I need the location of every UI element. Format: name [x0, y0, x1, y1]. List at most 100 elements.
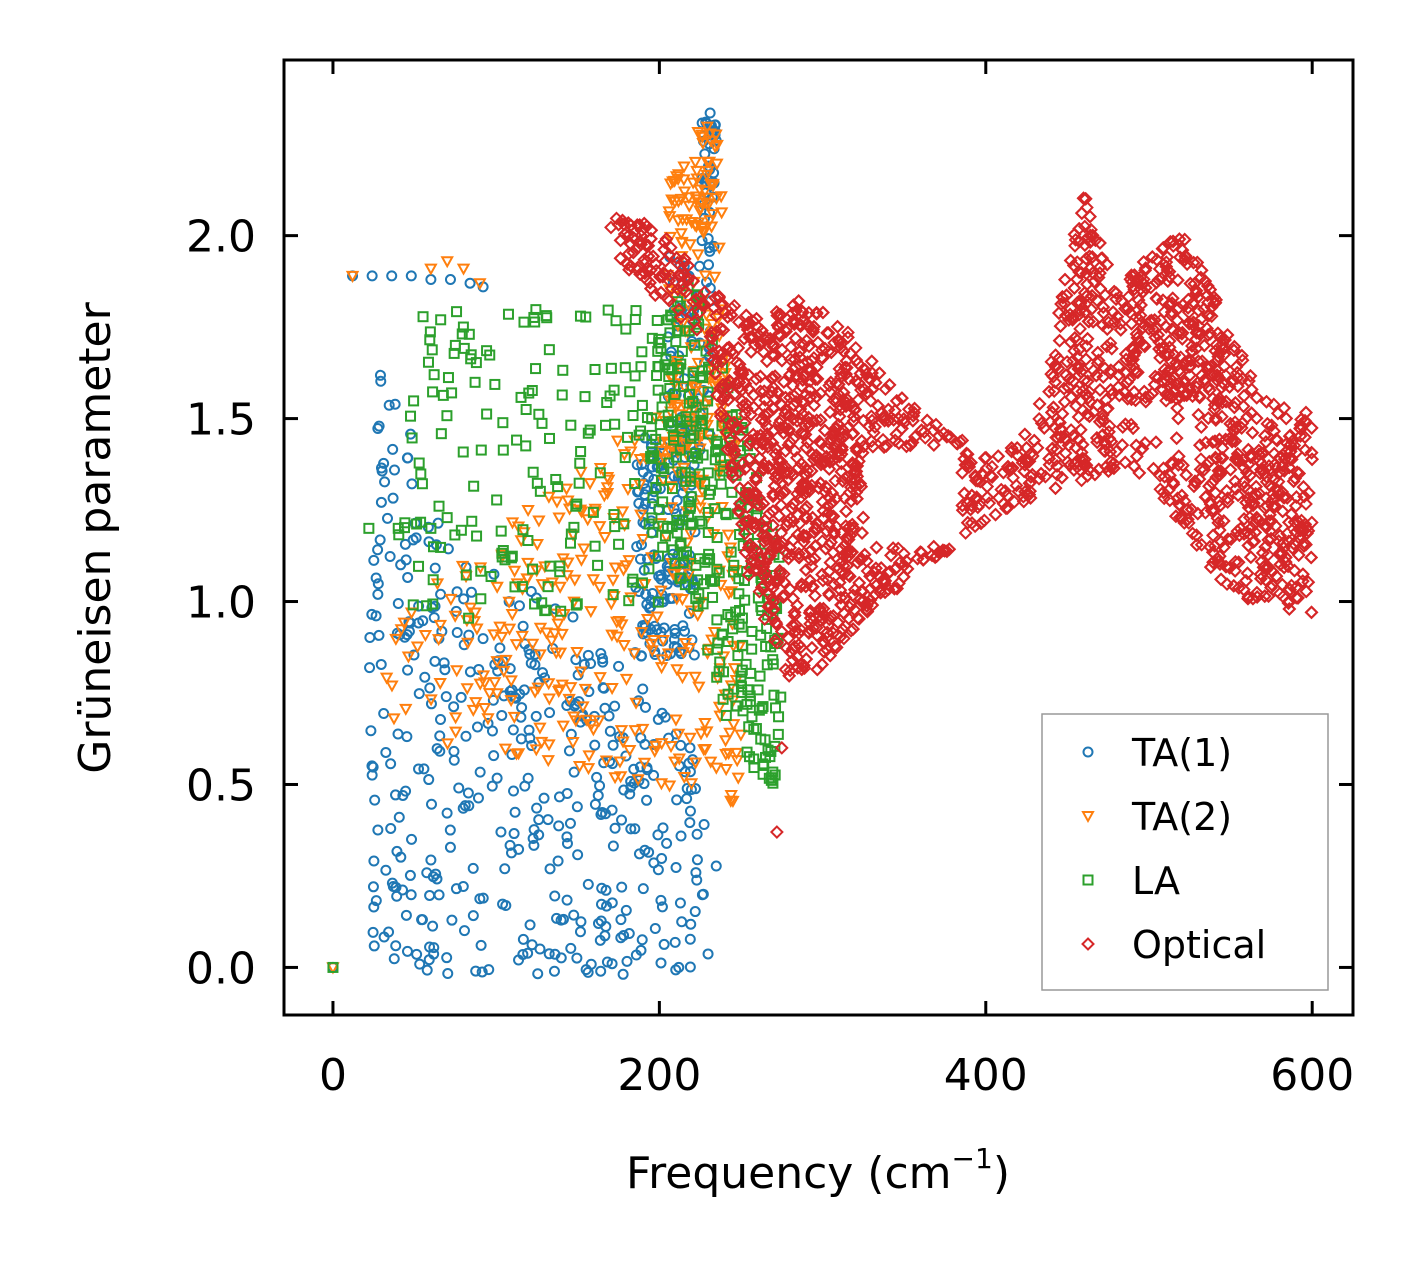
- data-point: [724, 301, 739, 316]
- data-point: [595, 898, 607, 910]
- data-point: [1206, 555, 1221, 570]
- data-point: [1210, 511, 1225, 526]
- data-point: [1005, 460, 1020, 475]
- data-point: [373, 629, 385, 641]
- data-point: [424, 889, 436, 901]
- data-point: [1152, 335, 1167, 349]
- data-point: [511, 521, 526, 534]
- data-point: [690, 447, 702, 459]
- data-point: [998, 483, 1013, 498]
- data-point: [742, 684, 754, 696]
- data-point: [418, 763, 430, 775]
- data-point: [720, 442, 735, 457]
- data-point: [1208, 450, 1223, 465]
- data-point: [684, 742, 696, 754]
- data-point: [391, 890, 403, 902]
- data-point: [662, 565, 674, 577]
- data-point: [757, 332, 772, 346]
- data-point: [690, 322, 704, 337]
- data-point: [655, 573, 667, 585]
- data-point: [955, 498, 970, 513]
- data-point: [1151, 328, 1166, 342]
- data-point: [536, 417, 548, 429]
- data-point: [1115, 420, 1130, 434]
- data-point: [1214, 465, 1229, 480]
- data-point: [1044, 441, 1059, 456]
- data-point: [674, 193, 689, 206]
- data-point: [1284, 507, 1299, 522]
- data-point: [668, 756, 682, 769]
- data-point: [1171, 411, 1186, 426]
- data-point: [676, 425, 688, 437]
- data-point: [717, 693, 729, 705]
- data-point: [575, 446, 587, 458]
- data-point: [1111, 359, 1126, 374]
- data-point: [1090, 435, 1105, 450]
- data-point: [1194, 537, 1209, 552]
- data-point: [366, 270, 378, 282]
- data-point: [397, 884, 409, 896]
- data-point: [754, 412, 769, 427]
- data-point: [375, 375, 387, 387]
- data-point: [1289, 490, 1304, 505]
- data-point: [601, 900, 613, 912]
- data-point: [615, 506, 630, 519]
- data-point: [1270, 433, 1285, 448]
- data-point: [513, 843, 525, 855]
- data-point: [703, 215, 717, 228]
- data-point: [626, 576, 638, 588]
- data-point: [805, 640, 819, 655]
- data-point: [677, 161, 691, 174]
- data-point: [1292, 466, 1306, 481]
- data-point: [646, 512, 658, 524]
- data-point: [684, 432, 696, 444]
- data-point: [675, 830, 687, 842]
- data-point: [446, 914, 458, 926]
- data-point: [553, 820, 565, 832]
- data-point: [624, 386, 636, 398]
- data-point: [615, 932, 627, 944]
- data-point: [518, 684, 530, 696]
- data-point: [916, 552, 931, 567]
- data-point: [1141, 389, 1156, 404]
- data-point: [841, 325, 855, 340]
- data-point: [1259, 435, 1273, 449]
- data-point: [856, 413, 871, 428]
- data-point: [700, 726, 714, 739]
- data-point: [493, 621, 507, 634]
- data-point: [532, 968, 544, 980]
- data-point: [1129, 327, 1144, 341]
- data-point: [1064, 423, 1079, 437]
- data-point: [378, 931, 390, 943]
- data-point: [1017, 427, 1032, 442]
- data-point: [712, 344, 727, 359]
- data-point: [1095, 428, 1110, 442]
- data-point: [490, 688, 504, 701]
- data-point: [758, 529, 773, 544]
- data-point: [544, 707, 556, 719]
- data-point: [848, 459, 863, 473]
- data-point: [673, 267, 688, 282]
- data-point: [756, 702, 768, 714]
- data-point: [385, 822, 397, 834]
- data-point: [725, 546, 737, 558]
- data-point: [656, 901, 668, 913]
- data-point: [1192, 472, 1207, 487]
- data-point: [671, 325, 683, 337]
- data-point: [1226, 578, 1241, 593]
- data-point: [774, 740, 789, 755]
- data-point: [714, 207, 729, 220]
- data-point: [507, 785, 519, 797]
- data-point: [449, 726, 463, 739]
- data-point: [664, 502, 679, 515]
- data-point: [521, 557, 535, 570]
- data-point: [739, 594, 751, 606]
- data-point: [682, 200, 696, 213]
- data-point: [695, 414, 707, 426]
- data-point: [684, 475, 696, 487]
- data-point: [1138, 436, 1152, 451]
- data-point: [508, 828, 520, 840]
- data-point: [381, 512, 393, 524]
- data-point: [1066, 258, 1081, 273]
- data-point: [695, 221, 710, 234]
